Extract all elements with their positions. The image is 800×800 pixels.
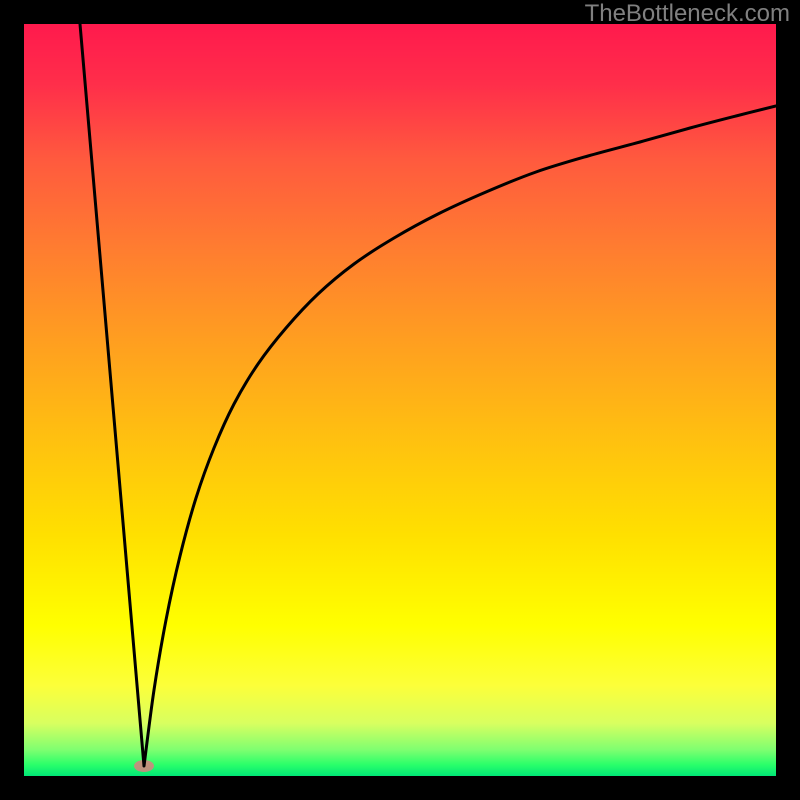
chart-svg xyxy=(0,0,800,800)
watermark-text: TheBottleneck.com xyxy=(585,0,790,28)
chart-container: TheBottleneck.com xyxy=(0,0,800,800)
